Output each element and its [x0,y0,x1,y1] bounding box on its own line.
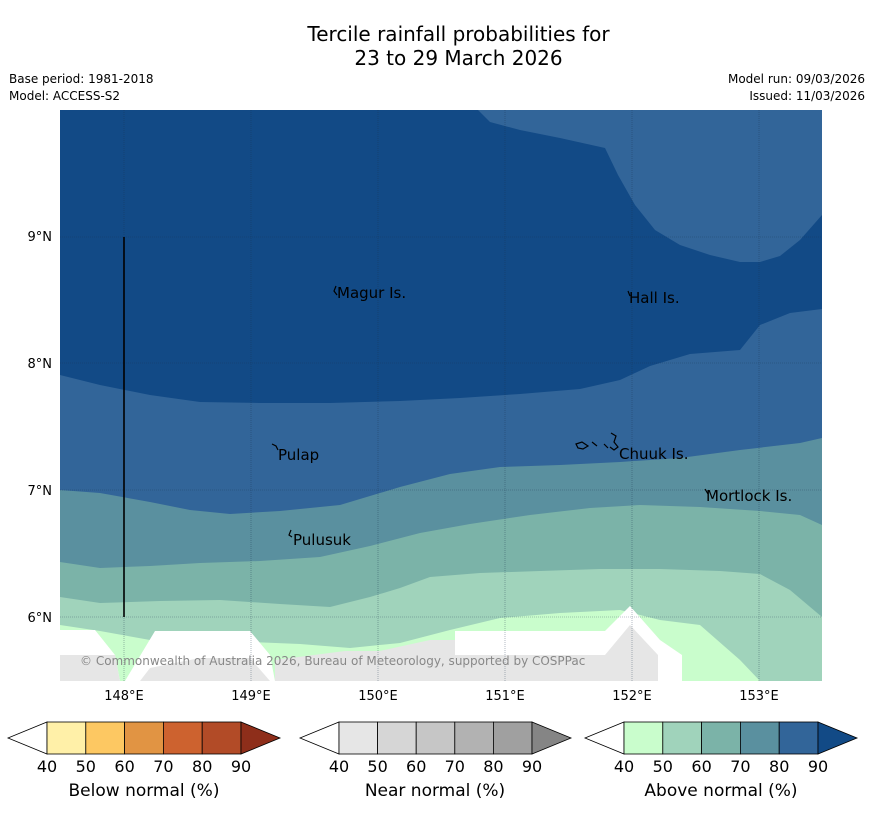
copyright-notice: © Commonwealth of Australia 2026, Bureau… [80,654,585,668]
lat-label-7n: 7°N [28,484,53,499]
place-label-magur: Magur Is. [337,284,406,302]
island-magur [333,285,338,296]
lon-label-153e: 153°E [739,689,779,704]
above-normal-80-region-ne [478,110,822,262]
colorbar-tick-label: 80 [192,757,212,776]
chart-title: Tercile rainfall probabilities for 23 to… [0,22,873,70]
colorbar-segment [662,721,702,755]
colorbar-tick-label: 60 [691,757,711,776]
colorbar-segment [701,721,741,755]
probability-contours [60,110,822,681]
lon-label-151e: 151°E [485,689,525,704]
colorbar-tick-label: 50 [76,757,96,776]
lon-label-150e: 150°E [358,689,398,704]
colorbar-tick-label: 80 [483,757,503,776]
model-run: Model run: 09/03/2026 [727,72,865,86]
model-name: Model: ACCESS-S2 [9,89,121,103]
colorbar-group: 40 50 60 70 80 90 40 50 60 70 80 90 40 50 60 70 80 90 [6,721,859,776]
base-period: Base period: 1981-2018 [9,72,154,86]
colorbar-segment [492,721,533,755]
lon-label-149e: 149°E [231,689,271,704]
colorbar-below: 40 50 60 70 80 90 [6,721,282,776]
near-normal-patch-1 [60,655,120,681]
colorbar-label-above: Above normal (%) [644,781,798,801]
island-mortlock [704,488,709,495]
island-pulap [271,443,279,451]
title-line-2: 23 to 29 March 2026 [354,46,563,70]
colorbar-segment [415,721,456,755]
colorbar-tick-label: 70 [153,757,173,776]
colorbar-segment [338,721,378,755]
colorbar-tick-label: 60 [114,757,134,776]
colorbar-label-below: Below normal (%) [68,781,220,801]
colorbar-tick-label: 40 [329,757,349,776]
near-normal-patch-2 [140,658,270,681]
island-chuuk [575,432,619,451]
colorbar-segment [162,721,203,755]
colorbar-segment [623,721,664,755]
lat-label-8n: 8°N [28,357,53,372]
colorbar-segment [454,721,494,755]
place-label-pulusuk: Pulusuk [293,531,351,549]
island-hall [627,290,631,297]
meta-right: Model run: 09/03/2026 Issued: 11/03/2026 [728,71,865,105]
colorbar-over-triangle [240,721,282,755]
lat-label-9n: 9°N [28,230,53,245]
lon-label-148e: 148°E [104,689,144,704]
colorbar-label-near: Near normal (%) [364,781,506,801]
colorbar-tick-label: 70 [730,757,750,776]
colorbar-above: 40 50 60 70 80 90 [583,721,859,776]
colorbar-segment [201,721,242,755]
colorbar-under-triangle [583,721,625,755]
near-normal-patch-4 [455,625,658,681]
colorbar-tick-label: 90 [808,757,828,776]
colorbar-tick-label: 80 [769,757,789,776]
colorbar-under-triangle [6,721,48,755]
island-pulusuk [288,529,293,538]
islands [271,285,709,538]
meta-left: Base period: 1981-2018 Model: ACCESS-S2 [9,71,154,105]
colorbar-segment [46,721,87,755]
lon-label-152e: 152°E [612,689,652,704]
latitude-axis: 9°N 8°N 7°N 6°N [28,230,53,626]
colorbar-tick-label: 70 [445,757,465,776]
colorbar-tick-label: 40 [614,757,634,776]
colorbar-tick-label: 50 [653,757,673,776]
longitude-axis: 148°E 149°E 150°E 151°E 152°E 153°E [104,689,779,704]
colorbar-tick-label: 50 [367,757,387,776]
colorbar-segment [377,721,417,755]
colorbar-segment [85,721,126,755]
colorbar-tick-label: 90 [231,757,251,776]
colorbar-tick-label: 90 [522,757,542,776]
colorbar-segment [740,721,780,755]
colorbar-tick-label: 40 [37,757,57,776]
colorbar-tick-label: 60 [406,757,426,776]
place-label-pulap: Pulap [278,446,319,464]
colorbar-segment [124,721,164,755]
lat-label-6n: 6°N [28,611,53,626]
colorbar-over-triangle [817,721,859,755]
place-label-mortlock: Mortlock Is. [706,487,792,505]
place-label-hall: Hall Is. [629,289,680,307]
colorbar-under-triangle [298,721,340,755]
colorbar-near: 40 50 60 70 80 90 [298,721,573,776]
place-label-chuuk: Chuuk Is. [619,445,688,463]
colorbar-over-triangle [531,721,573,755]
issued-date: Issued: 11/03/2026 [749,89,865,103]
colorbar-segment [778,721,819,755]
graticule [60,110,822,681]
near-normal-patch-3 [275,640,455,681]
title-line-1: Tercile rainfall probabilities for [307,22,610,46]
place-labels: Magur Is. Hall Is. Pulap Chuuk Is. Mortl… [278,284,792,549]
